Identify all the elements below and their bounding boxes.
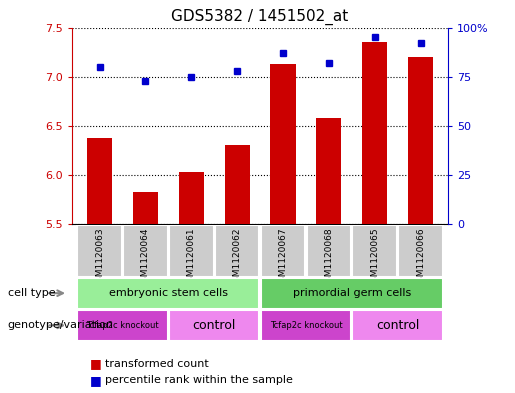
Text: ■: ■ [90,374,102,387]
Bar [77,225,122,277]
Bar [169,225,214,277]
Bar [270,64,296,224]
Text: GSM1120065: GSM1120065 [370,228,379,288]
Text: cell type: cell type [8,288,55,298]
Bar [362,42,387,224]
Bar [398,225,443,277]
Bar [123,225,168,277]
Title: GDS5382 / 1451502_at: GDS5382 / 1451502_at [171,9,349,25]
Text: percentile rank within the sample: percentile rank within the sample [105,375,293,386]
Text: GSM1120066: GSM1120066 [416,228,425,288]
Text: GSM1120062: GSM1120062 [233,228,242,288]
Text: transformed count: transformed count [105,358,208,369]
Bar [179,172,204,224]
Bar [352,310,443,341]
Bar [352,225,397,277]
Text: GSM1120064: GSM1120064 [141,228,150,288]
Text: GSM1120067: GSM1120067 [279,228,287,288]
Bar [169,310,260,341]
Bar [77,278,260,309]
Text: control: control [376,319,419,332]
Text: GSM1120068: GSM1120068 [324,228,333,288]
Bar [261,225,305,277]
Text: GSM1120063: GSM1120063 [95,228,104,288]
Bar [225,145,250,224]
Text: primordial germ cells: primordial germ cells [293,288,411,298]
Text: GSM1120061: GSM1120061 [187,228,196,288]
Bar [133,191,158,224]
Bar [261,278,443,309]
Text: genotype/variation: genotype/variation [8,320,114,331]
Bar [316,118,341,224]
Bar [87,138,112,224]
Text: Tcfap2c knockout: Tcfap2c knockout [270,321,342,330]
Bar [215,225,260,277]
Text: ■: ■ [90,357,102,370]
Bar [408,57,433,224]
Bar [261,310,351,341]
Bar [306,225,351,277]
Text: embryonic stem cells: embryonic stem cells [109,288,228,298]
Bar [77,310,168,341]
Text: Tcfap2c knockout: Tcfap2c knockout [86,321,159,330]
Text: control: control [193,319,236,332]
